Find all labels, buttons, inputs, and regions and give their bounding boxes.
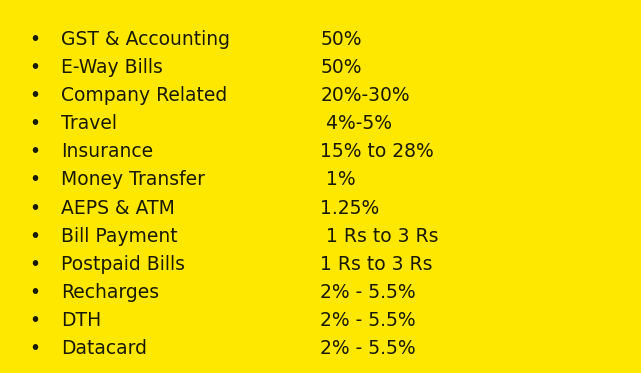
Text: •: • bbox=[29, 199, 41, 217]
Text: 20%-30%: 20%-30% bbox=[320, 86, 410, 105]
Text: AEPS & ATM: AEPS & ATM bbox=[61, 199, 175, 217]
Text: 15% to 28%: 15% to 28% bbox=[320, 142, 434, 161]
Text: •: • bbox=[29, 86, 41, 105]
Text: 1 Rs to 3 Rs: 1 Rs to 3 Rs bbox=[320, 255, 433, 274]
Text: Money Transfer: Money Transfer bbox=[61, 170, 205, 189]
Text: •: • bbox=[29, 58, 41, 77]
Text: 1.25%: 1.25% bbox=[320, 199, 379, 217]
Text: Insurance: Insurance bbox=[61, 142, 153, 161]
Text: Company Related: Company Related bbox=[61, 86, 227, 105]
Text: •: • bbox=[29, 283, 41, 302]
Text: DTH: DTH bbox=[61, 311, 101, 330]
Text: Travel: Travel bbox=[61, 114, 117, 133]
Text: Recharges: Recharges bbox=[61, 283, 159, 302]
Text: GST & Accounting: GST & Accounting bbox=[61, 30, 230, 48]
Text: •: • bbox=[29, 170, 41, 189]
Text: E-Way Bills: E-Way Bills bbox=[61, 58, 163, 77]
Text: •: • bbox=[29, 255, 41, 274]
Text: Datacard: Datacard bbox=[61, 339, 147, 358]
Text: 2% - 5.5%: 2% - 5.5% bbox=[320, 339, 416, 358]
Text: •: • bbox=[29, 142, 41, 161]
Text: Bill Payment: Bill Payment bbox=[61, 227, 178, 246]
Text: 50%: 50% bbox=[320, 30, 362, 48]
Text: 4%-5%: 4%-5% bbox=[320, 114, 392, 133]
Text: Postpaid Bills: Postpaid Bills bbox=[61, 255, 185, 274]
Text: 2% - 5.5%: 2% - 5.5% bbox=[320, 311, 416, 330]
Text: 1 Rs to 3 Rs: 1 Rs to 3 Rs bbox=[320, 227, 439, 246]
Text: •: • bbox=[29, 114, 41, 133]
Text: 1%: 1% bbox=[320, 170, 356, 189]
Text: •: • bbox=[29, 30, 41, 48]
Text: 2% - 5.5%: 2% - 5.5% bbox=[320, 283, 416, 302]
Text: •: • bbox=[29, 227, 41, 246]
Text: •: • bbox=[29, 339, 41, 358]
Text: 50%: 50% bbox=[320, 58, 362, 77]
Text: •: • bbox=[29, 311, 41, 330]
